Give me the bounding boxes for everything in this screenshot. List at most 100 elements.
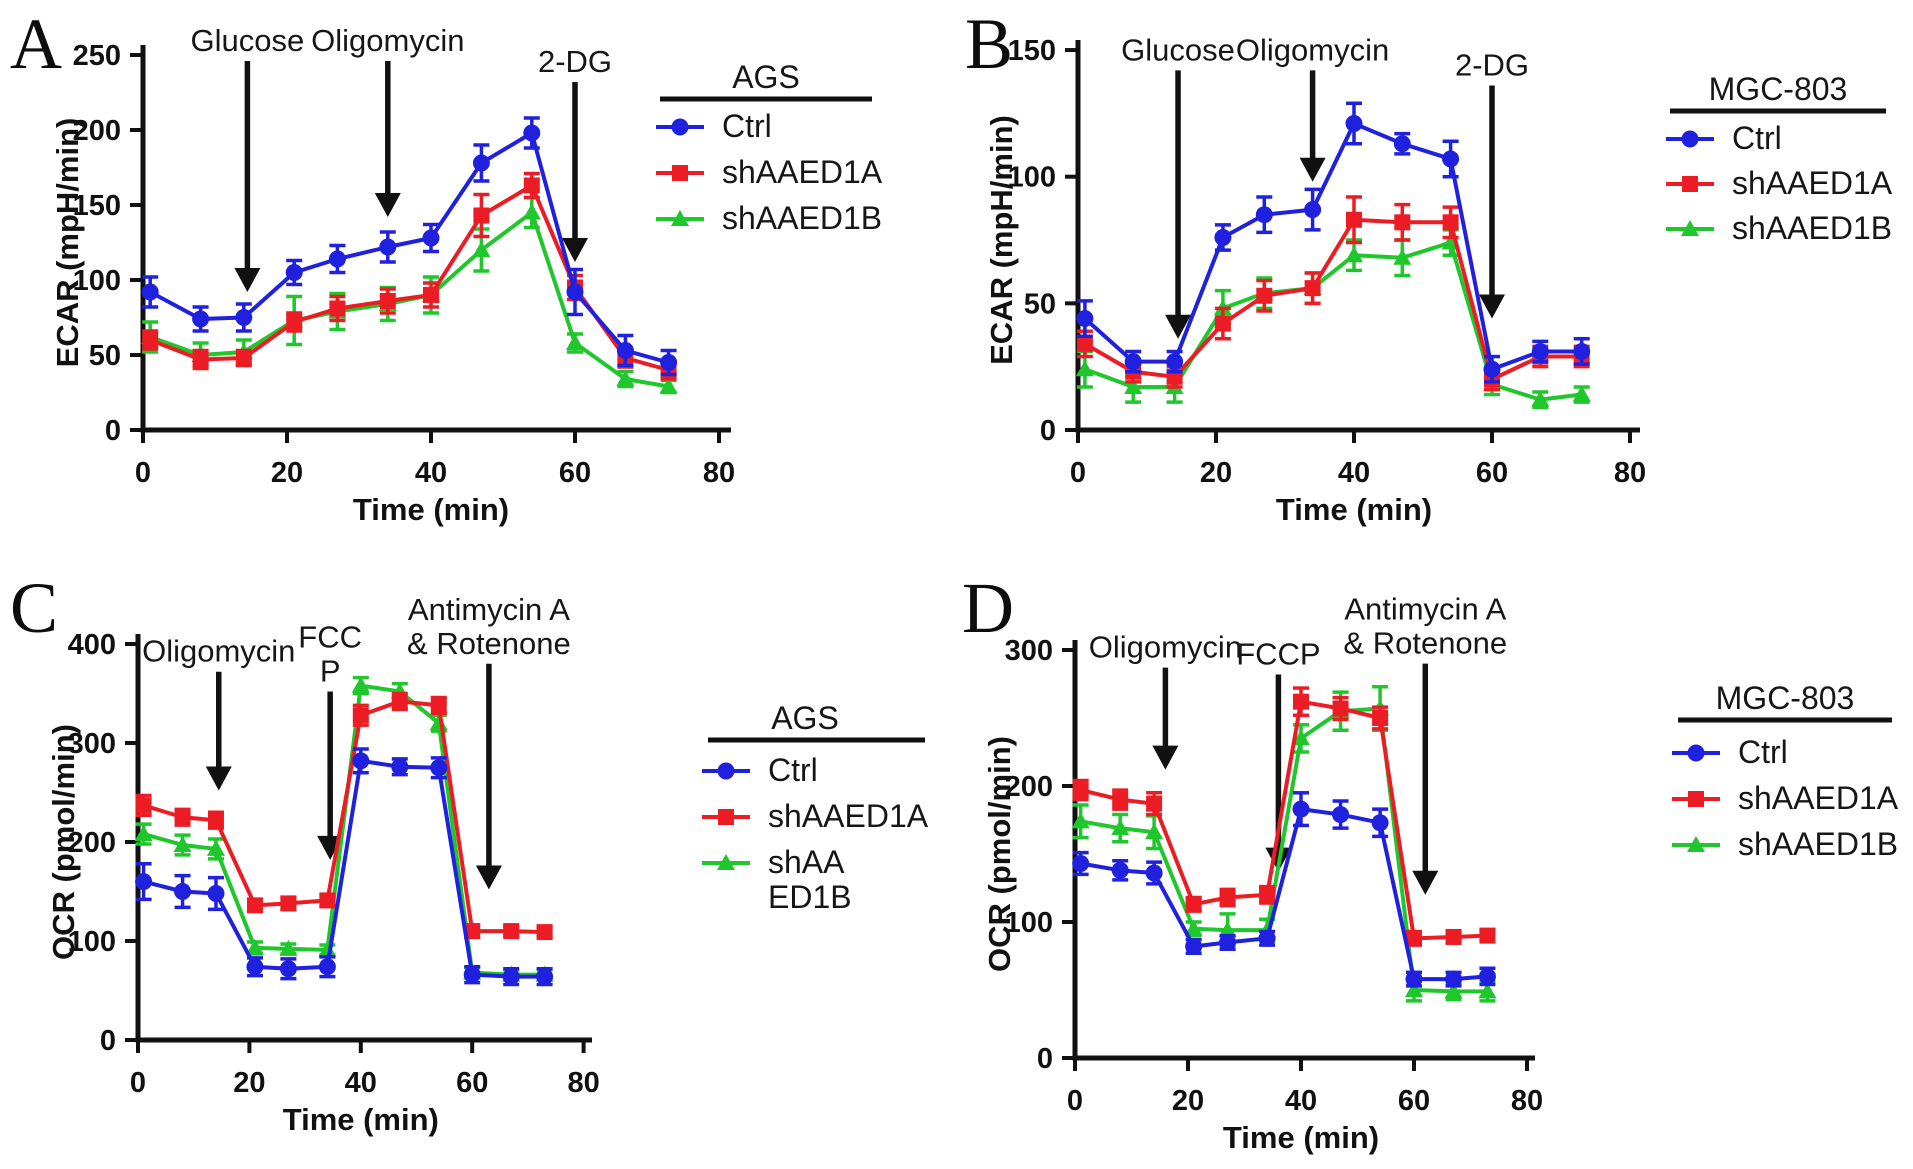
series-shaaed1a bbox=[135, 691, 553, 941]
annotation-2-dg: 2-DG bbox=[538, 44, 612, 262]
annotation-oligomycin: Oligomycin bbox=[1236, 32, 1389, 182]
svg-text:0: 0 bbox=[1070, 457, 1086, 489]
axes: 0 100 200 300 400 0 20 40 60 80 bbox=[68, 629, 600, 1099]
legend-title: AGS bbox=[771, 700, 839, 736]
panel-a: 0 50 100 150 200 250 0 20 40 60 80 Time (min) ECAR (… bbox=[50, 23, 883, 527]
annotation-oligomycin: Oligomycin bbox=[142, 634, 295, 791]
annotation-antimycin-a: Antimycin A& Rotenone bbox=[407, 592, 571, 890]
svg-text:50: 50 bbox=[89, 340, 121, 372]
svg-text:FCC: FCC bbox=[298, 620, 362, 655]
svg-text:& Rotenone: & Rotenone bbox=[1343, 626, 1507, 661]
svg-text:Ctrl: Ctrl bbox=[768, 752, 818, 788]
legend-d: MGC-803 Ctrl shAAED1A shAAED1B bbox=[1672, 680, 1899, 862]
svg-text:200: 200 bbox=[68, 827, 116, 859]
svg-text:300: 300 bbox=[1005, 635, 1053, 667]
legend-c: AGS Ctrl shAAED1A shAAED1B bbox=[702, 700, 929, 915]
legend-title: AGS bbox=[732, 59, 800, 95]
y-axis-title: OCR (pmol/min) bbox=[982, 736, 1017, 972]
y-axis-title: OCR (pmol/min) bbox=[46, 724, 81, 960]
svg-text:150: 150 bbox=[73, 190, 121, 222]
svg-text:ED1B: ED1B bbox=[768, 879, 852, 915]
svg-text:80: 80 bbox=[703, 457, 735, 489]
svg-text:250: 250 bbox=[73, 40, 121, 72]
svg-text:60: 60 bbox=[1476, 457, 1508, 489]
svg-text:0: 0 bbox=[135, 457, 151, 489]
legend-a: AGS Ctrl shAAED1A shAAED1B bbox=[656, 59, 883, 236]
y-axis-title: ECAR (mpH/min) bbox=[50, 118, 85, 368]
svg-text:20: 20 bbox=[271, 457, 303, 489]
series-shaaed1b bbox=[141, 195, 678, 395]
svg-text:300: 300 bbox=[68, 728, 116, 760]
series-ctrl bbox=[141, 116, 678, 377]
annotation-glucose: Glucose bbox=[1121, 32, 1235, 339]
series-ctrl bbox=[1072, 791, 1496, 988]
x-axis-title: Time (min) bbox=[283, 1102, 439, 1137]
svg-text:shAAED1A: shAAED1A bbox=[722, 154, 883, 190]
svg-text:20: 20 bbox=[233, 1067, 265, 1099]
x-axis-title: Time (min) bbox=[1276, 492, 1432, 527]
svg-text:100: 100 bbox=[68, 926, 116, 958]
svg-text:P: P bbox=[320, 654, 341, 689]
svg-text:0: 0 bbox=[1040, 415, 1056, 447]
svg-text:shAAED1A: shAAED1A bbox=[1738, 780, 1899, 816]
svg-text:shAAED1B: shAAED1B bbox=[722, 200, 882, 236]
annotation-oligomycin: Oligomycin bbox=[1089, 630, 1242, 770]
svg-text:100: 100 bbox=[1008, 162, 1056, 194]
svg-text:80: 80 bbox=[1511, 1085, 1543, 1117]
series-shaaed1b bbox=[1071, 684, 1497, 1003]
svg-text:Antimycin A: Antimycin A bbox=[1344, 592, 1506, 627]
svg-text:0: 0 bbox=[105, 415, 121, 447]
svg-text:200: 200 bbox=[1005, 771, 1053, 803]
svg-text:0: 0 bbox=[130, 1067, 146, 1099]
panel-letter-a: A bbox=[10, 4, 62, 84]
svg-text:shAAED1A: shAAED1A bbox=[768, 798, 929, 834]
svg-text:80: 80 bbox=[567, 1067, 599, 1099]
svg-text:40: 40 bbox=[1338, 457, 1370, 489]
annotation-oligomycin: Oligomycin bbox=[311, 23, 464, 217]
svg-text:Oligomycin: Oligomycin bbox=[142, 634, 295, 669]
svg-text:200: 200 bbox=[73, 115, 121, 147]
svg-text:20: 20 bbox=[1172, 1085, 1204, 1117]
svg-text:FCCP: FCCP bbox=[1236, 636, 1320, 671]
svg-text:100: 100 bbox=[73, 265, 121, 297]
svg-text:40: 40 bbox=[1285, 1085, 1317, 1117]
svg-text:shAAED1B: shAAED1B bbox=[1732, 210, 1892, 246]
svg-text:Glucose: Glucose bbox=[191, 23, 305, 58]
svg-text:2-DG: 2-DG bbox=[1455, 48, 1529, 83]
svg-text:Oligomycin: Oligomycin bbox=[311, 23, 464, 58]
svg-text:Ctrl: Ctrl bbox=[1732, 120, 1782, 156]
panel-letter-d: D bbox=[962, 568, 1014, 648]
y-axis-title: ECAR (mpH/min) bbox=[984, 115, 1019, 365]
series-ctrl bbox=[135, 747, 554, 987]
svg-text:0: 0 bbox=[1037, 1043, 1053, 1075]
x-axis-title: Time (min) bbox=[1223, 1120, 1379, 1155]
annotation-antimycin-a: Antimycin A& Rotenone bbox=[1343, 592, 1507, 895]
svg-text:400: 400 bbox=[68, 629, 116, 661]
svg-text:Glucose: Glucose bbox=[1121, 32, 1235, 67]
svg-text:100: 100 bbox=[1005, 907, 1053, 939]
annotation-glucose: Glucose bbox=[191, 23, 305, 292]
legend-title: MGC-803 bbox=[1716, 680, 1855, 716]
svg-text:shAAED1A: shAAED1A bbox=[1732, 165, 1893, 201]
svg-text:shAA: shAA bbox=[768, 844, 845, 880]
svg-text:Antimycin A: Antimycin A bbox=[408, 592, 570, 627]
svg-text:0: 0 bbox=[100, 1025, 116, 1057]
svg-text:40: 40 bbox=[415, 457, 447, 489]
series-shaaed1a bbox=[1072, 686, 1496, 947]
svg-text:0: 0 bbox=[1067, 1085, 1083, 1117]
panel-letter-c: C bbox=[10, 568, 59, 648]
svg-text:Oligomycin: Oligomycin bbox=[1236, 32, 1389, 67]
panel-d: 0 100 200 300 0 20 40 60 80 Time (min) OCR (pmol/m… bbox=[982, 592, 1899, 1155]
svg-text:50: 50 bbox=[1024, 288, 1056, 320]
legend-b: MGC-803 Ctrl shAAED1A shAAED1B bbox=[1666, 71, 1893, 246]
svg-text:20: 20 bbox=[1200, 457, 1232, 489]
svg-text:60: 60 bbox=[1398, 1085, 1430, 1117]
svg-text:Oligomycin: Oligomycin bbox=[1089, 630, 1242, 665]
panel-letter-b: B bbox=[965, 4, 1014, 84]
svg-text:Ctrl: Ctrl bbox=[1738, 734, 1788, 770]
svg-text:40: 40 bbox=[345, 1067, 377, 1099]
panel-c: 0 100 200 300 400 0 20 40 60 80 Time (min) OCR (pmo… bbox=[46, 592, 929, 1137]
svg-text:150: 150 bbox=[1008, 35, 1056, 67]
